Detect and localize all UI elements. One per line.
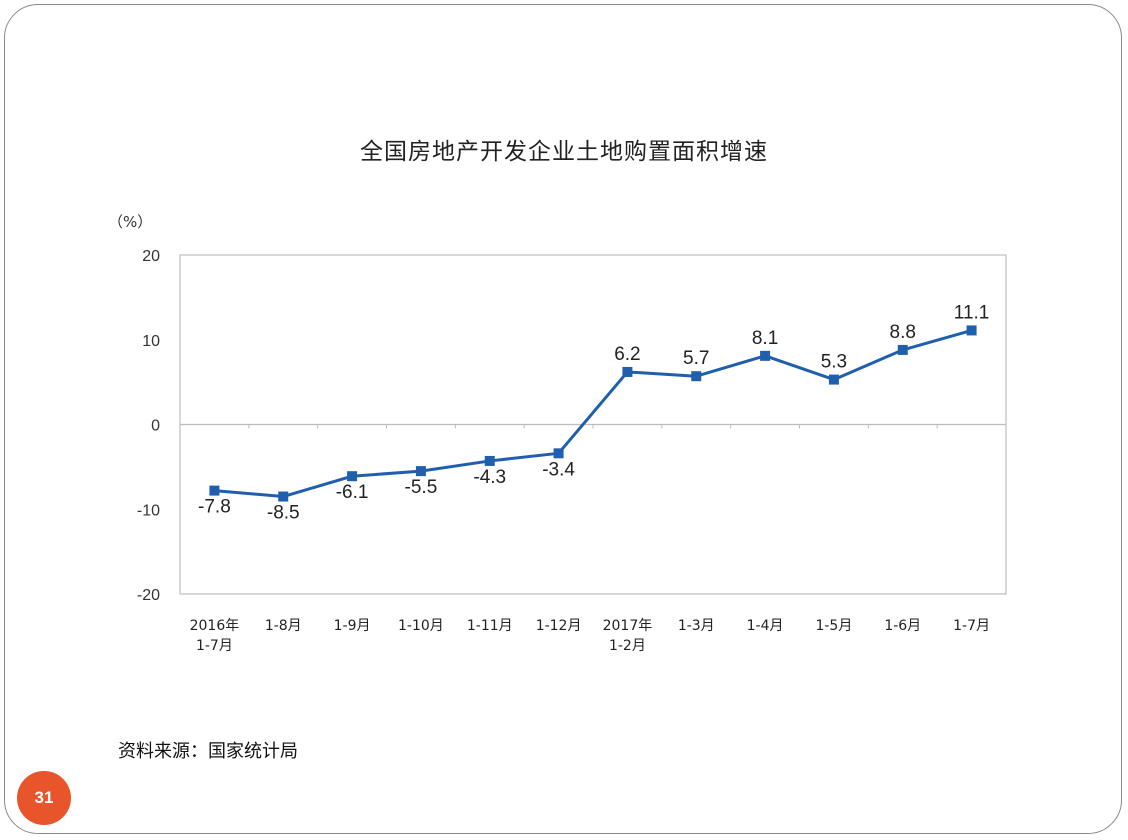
page-number-badge: 31 (17, 771, 71, 825)
x-tick-label: 1-8月 (265, 618, 302, 634)
data-point (415, 466, 426, 477)
x-tick-label: 1-10月 (398, 618, 444, 634)
data-label: 5.3 (821, 352, 847, 373)
data-point (209, 485, 220, 496)
x-tick-label: 1-9月 (334, 618, 371, 634)
y-tick-label: 10 (142, 333, 160, 350)
data-label: 11.1 (954, 302, 990, 323)
data-label: -3.4 (542, 459, 575, 480)
x-tick-label: 2016年 (190, 618, 240, 634)
y-tick-label: -10 (137, 502, 160, 519)
data-label: 8.8 (890, 322, 916, 343)
x-tick-label: 1-6月 (884, 618, 921, 634)
data-label: -4.3 (473, 467, 506, 488)
data-point (828, 374, 839, 385)
x-tick-label: 1-12月 (536, 618, 582, 634)
x-tick-label: 1-3月 (678, 618, 715, 634)
y-tick-label: -20 (137, 587, 160, 604)
data-point (966, 325, 977, 336)
x-tick-label: 1-5月 (815, 618, 852, 634)
source-note: 资料来源：国家统计局 (118, 741, 298, 762)
chart-title: 全国房地产开发企业土地购置面积增速 (360, 139, 768, 165)
data-label: 5.7 (683, 348, 709, 369)
x-tick-label: 1-7月 (196, 638, 233, 654)
x-tick-label: 1-4月 (747, 618, 784, 634)
data-point (347, 471, 358, 482)
x-tick-label: 1-7月 (953, 618, 990, 634)
series-line (214, 328, 972, 499)
data-label: 8.1 (752, 328, 778, 349)
data-point (553, 448, 564, 459)
y-tick-label: 0 (151, 418, 160, 435)
x-tick-label: 1-2月 (609, 638, 646, 654)
data-point (484, 455, 495, 466)
x-tick-label: 1-11月 (467, 618, 513, 634)
y-tick-label: 20 (142, 248, 160, 265)
slide-frame (4, 4, 1122, 834)
data-label: -8.5 (267, 503, 300, 524)
data-label: -7.8 (198, 497, 231, 518)
data-point (278, 491, 289, 502)
data-point (897, 344, 908, 355)
x-tick-label: 2017年 (603, 618, 653, 634)
data-point (760, 350, 771, 361)
data-label: 6.2 (614, 344, 640, 365)
y-axis-unit-label: （%） (108, 213, 153, 231)
data-point (691, 371, 702, 382)
data-label: -6.1 (336, 482, 369, 503)
data-point (622, 366, 633, 377)
data-label: -5.5 (405, 477, 438, 498)
